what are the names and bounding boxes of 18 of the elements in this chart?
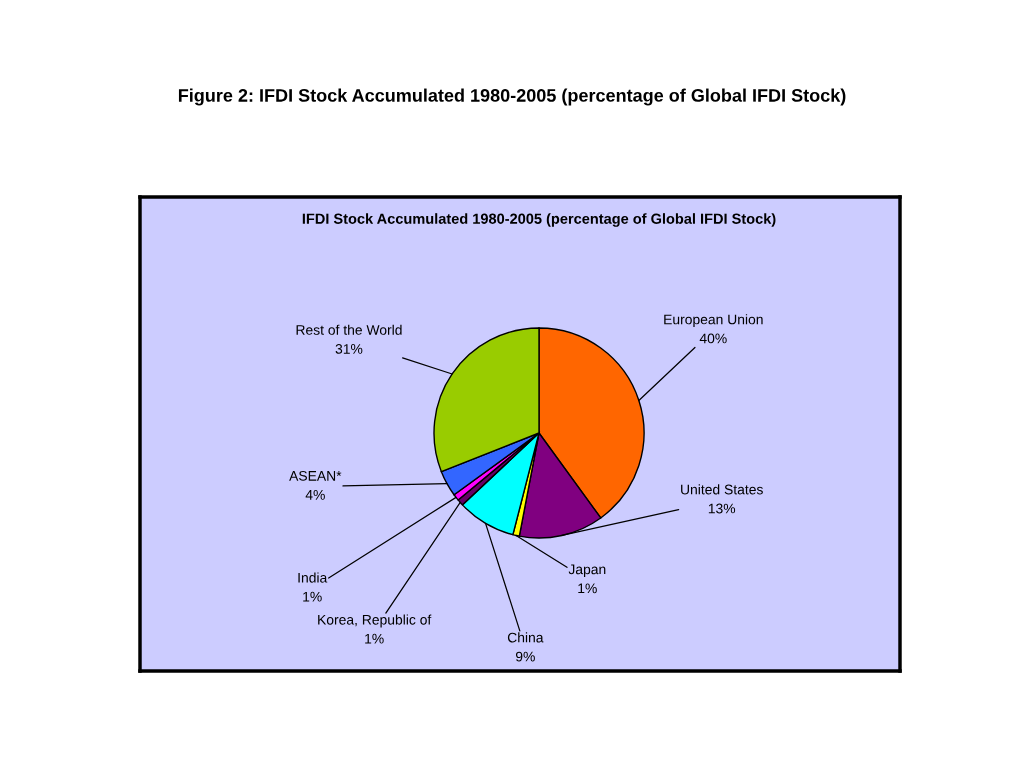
data-label: 31% (335, 343, 363, 354)
slice-label: Korea, Republic of (318, 614, 432, 628)
slice-label: European Union (664, 314, 763, 328)
chart-subtitle: IFDI Stock Accumulated 1980-2005 (percentage of Global IFDI Stock) (302, 213, 776, 227)
data-label: 1% (303, 591, 322, 602)
chart-title: Figure 2: IFDI Stock Accumulated 1980-2005 (percentage of Global IFDI Stock) (178, 88, 846, 106)
data-label: 9% (515, 651, 535, 662)
data-label: 1% (578, 583, 597, 594)
slice-label: India (298, 572, 328, 583)
slice-label: Japan (568, 564, 606, 577)
data-label: 40% (699, 333, 727, 344)
slice-label: United States (681, 484, 763, 495)
slice-label: ASEAN* (289, 470, 342, 481)
slice-label: Rest of the World (296, 324, 402, 335)
slice-label: China (507, 632, 544, 643)
data-label: 4% (305, 490, 325, 500)
data-label: 13% (708, 503, 736, 514)
data-label: 1% (365, 633, 384, 644)
